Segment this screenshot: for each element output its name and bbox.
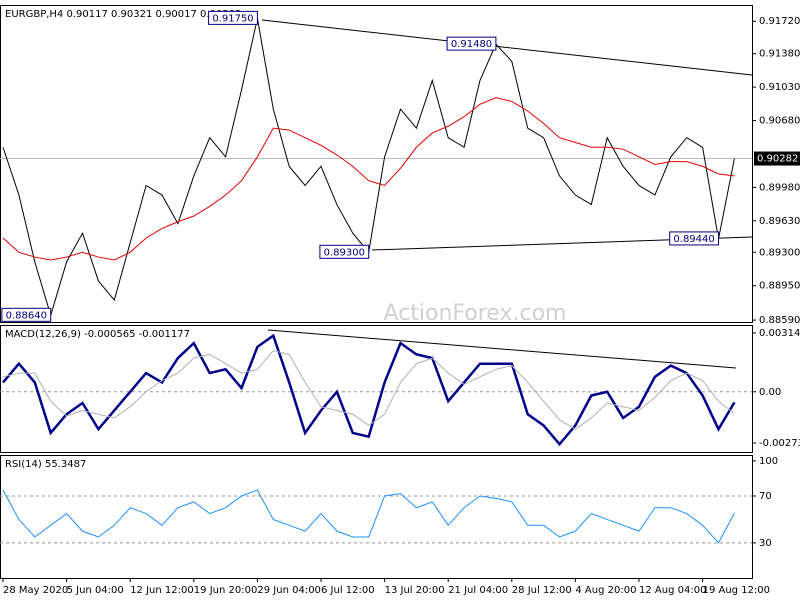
x-tick-label: 21 Jul 04:00 — [448, 585, 508, 596]
series-line — [2, 333, 736, 447]
x-tick-label: 13 Jul 20:00 — [385, 585, 445, 596]
y-tick-label: 0.91720 — [759, 16, 800, 27]
panel-title: RSI(14) 55.3487 — [5, 459, 86, 470]
y-tick-label: 70 — [759, 491, 772, 502]
y-tick-label: 30 — [759, 538, 772, 549]
x-tick-label: 19 Jun 20:00 — [194, 585, 258, 596]
value-label: 0.91480 — [451, 39, 492, 50]
trend-line — [261, 19, 753, 76]
value-label-box — [208, 10, 258, 25]
trend-line — [267, 329, 737, 369]
x-tick-label: 12 Jun 12:00 — [130, 585, 194, 596]
value-label: 0.91750 — [212, 13, 253, 24]
x-tick-label: 29 Jun 04:00 — [257, 585, 321, 596]
panel-title: EURGBP,H4 0.90117 0.90321 0.90017 0.9028… — [5, 9, 241, 20]
x-tick-label: 28 Jul 12:00 — [512, 585, 572, 596]
y-tick-label: 100 — [759, 456, 778, 467]
series-line — [2, 350, 735, 430]
value-label: 0.88640 — [6, 310, 47, 321]
watermark: ActionForex.com — [384, 301, 567, 326]
x-tick-label: 12 Aug 04:00 — [639, 585, 706, 596]
last-price-label: 0.90282 — [757, 154, 798, 165]
value-label: 0.89440 — [673, 234, 714, 245]
x-tick-label: 6 Jul 12:00 — [321, 585, 375, 596]
value-label-box — [1, 307, 52, 322]
y-tick-label: 0.89300 — [759, 247, 800, 258]
series-line — [2, 97, 735, 261]
panel-border — [0, 455, 753, 579]
y-tick-label: 0.91380 — [759, 49, 800, 60]
value-label-box — [446, 36, 497, 51]
y-tick-label: 0.89980 — [759, 182, 800, 193]
y-tick-label: 0.90680 — [759, 116, 800, 127]
last-price-box — [754, 151, 800, 166]
y-tick-label: 0.88590 — [759, 315, 800, 326]
y-tick-label: 0.003143 — [759, 328, 800, 339]
panel-title: MACD(12,26,9) -0.000565 -0.001177 — [5, 329, 190, 340]
y-tick-label: 0.91030 — [759, 82, 800, 93]
value-label-box — [319, 244, 370, 259]
y-tick-label: 0.88950 — [759, 281, 800, 292]
x-tick-label: 4 Aug 20:00 — [575, 585, 636, 596]
y-tick-label: -0.002737 — [759, 438, 800, 449]
value-label: 0.89300 — [324, 247, 365, 258]
value-label-box — [669, 231, 720, 246]
y-tick-label: 0.89630 — [759, 216, 800, 227]
panel-border — [0, 5, 753, 323]
series-line — [2, 489, 735, 544]
x-tick-label: 19 Aug 12:00 — [703, 585, 770, 596]
x-tick-label: 28 May 2020 — [3, 585, 68, 596]
panel-border — [0, 325, 753, 453]
x-tick-label: 5 Jun 04:00 — [67, 585, 124, 596]
y-tick-label: 0.00 — [759, 387, 781, 398]
